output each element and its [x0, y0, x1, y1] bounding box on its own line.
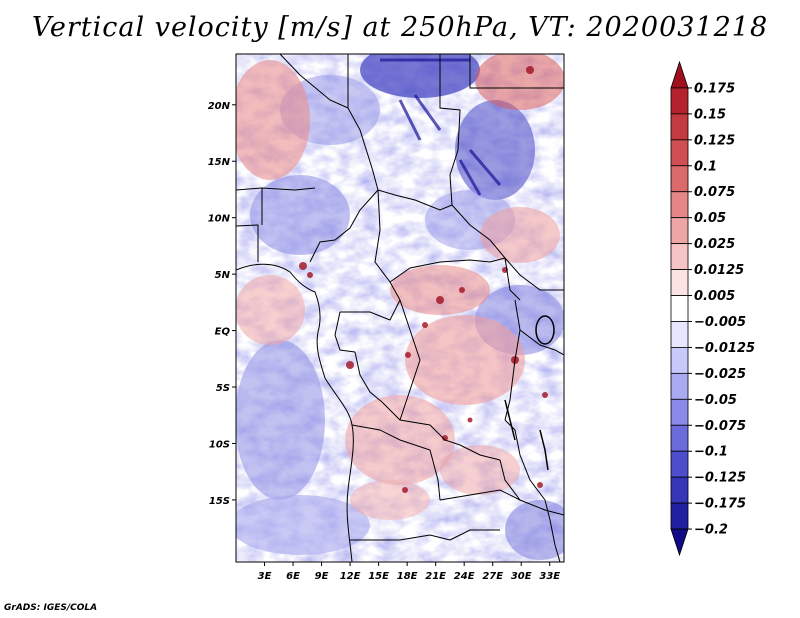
- colorbar-swatch: [670, 139, 689, 167]
- lat-tick-label: 5S: [216, 383, 230, 394]
- lat-tick-label: 5N: [215, 270, 231, 281]
- colorbar-swatch: [670, 217, 689, 245]
- lat-tick-label: 10N: [208, 214, 231, 225]
- lon-tick-label: 6E: [286, 571, 300, 582]
- colorbar-label: −0.125: [694, 471, 746, 486]
- convective-cells: [299, 66, 548, 493]
- ascent-areas: [236, 54, 564, 520]
- colorbar-swatch: [670, 528, 689, 557]
- colorbar-label: −0.0125: [694, 341, 755, 356]
- colorbar-swatch: [670, 295, 689, 322]
- colorbar-swatch: [670, 321, 689, 348]
- colorbar-swatch: [670, 87, 689, 115]
- map-frame: [235, 53, 565, 563]
- colorbar-label: 0.1: [694, 159, 717, 174]
- colorbar-swatch: [670, 165, 689, 193]
- colorbar-label: 0.005: [694, 289, 735, 304]
- colorbar-label: 0.0125: [694, 263, 744, 278]
- colorbar-swatch: [670, 60, 689, 89]
- lat-tick-label: 10S: [209, 439, 230, 450]
- lon-tick-label: 24E: [454, 571, 475, 582]
- colorbar-swatch: [670, 347, 689, 374]
- map-title: Vertical velocity [m/s] at 250hPa, VT: 2…: [31, 12, 769, 43]
- lon-tick-label: 12E: [340, 571, 361, 582]
- lakes: [504, 315, 555, 471]
- colorbar: 0.175 0.15 0.125 0.1 0.075 0.05 0.025 0.0125 0.0…: [670, 60, 755, 557]
- lat-tick-label: 20N: [208, 101, 231, 112]
- lon-tick-label: 27E: [482, 571, 503, 582]
- lon-tick-label: 33E: [539, 571, 560, 582]
- colorbar-swatch: [670, 372, 689, 400]
- colorbar-swatch: [670, 476, 689, 504]
- colorbar-label: −0.005: [694, 315, 746, 330]
- lat-tick-label: 15S: [209, 496, 230, 507]
- colorbar-label: 0.15: [694, 107, 726, 122]
- latitude-axis: 20N 15N 10N 5N EQ 5S 10S 15S: [208, 101, 236, 507]
- lon-tick-label: 15E: [368, 571, 389, 582]
- colorbar-label: −0.025: [694, 367, 746, 382]
- colorbar-swatch: [670, 424, 689, 452]
- grads-credit: GrADS: IGES/COLA: [4, 603, 98, 613]
- velocity-field: [236, 54, 564, 562]
- colorbar-label: 0.075: [694, 185, 735, 200]
- colorbar-label: 0.05: [694, 211, 726, 226]
- lon-tick-label: 3E: [258, 571, 272, 582]
- lon-tick-label: 21E: [425, 571, 446, 582]
- colorbar-swatch: [670, 450, 689, 478]
- lon-tick-label: 18E: [397, 571, 418, 582]
- colorbar-swatch: [670, 113, 689, 141]
- colorbar-swatch: [670, 502, 689, 530]
- lon-tick-label: 30E: [511, 571, 532, 582]
- colorbar-label: −0.1: [694, 445, 728, 460]
- country-borders: [236, 54, 564, 562]
- colorbar-label: −0.175: [694, 497, 746, 512]
- lat-tick-label: 15N: [208, 157, 231, 168]
- strong-subsidence-streaks: [380, 58, 502, 196]
- colorbar-label: 0.175: [694, 81, 735, 96]
- colorbar-label: 0.025: [694, 237, 735, 252]
- colorbar-label: −0.075: [694, 419, 746, 434]
- colorbar-swatch: [670, 269, 689, 296]
- colorbar-swatch: [670, 398, 689, 426]
- colorbar-label: 0.125: [694, 133, 735, 148]
- colorbar-swatch: [670, 243, 689, 270]
- lat-tick-label: EQ: [215, 327, 231, 338]
- colorbar-swatch: [670, 191, 689, 219]
- colorbar-label: −0.05: [694, 393, 737, 408]
- lon-tick-label: 9E: [315, 571, 329, 582]
- colorbar-label: −0.2: [694, 523, 728, 538]
- longitude-axis: 3E 6E 9E 12E 15E 18E 21E 24E 27E 30E 33E: [258, 562, 560, 582]
